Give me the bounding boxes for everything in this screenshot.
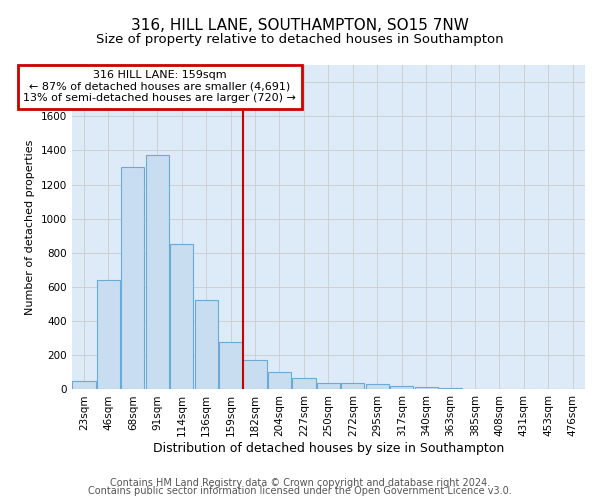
- Bar: [194, 300, 218, 390]
- Text: 316, HILL LANE, SOUTHAMPTON, SO15 7NW: 316, HILL LANE, SOUTHAMPTON, SO15 7NW: [131, 18, 469, 32]
- Bar: [390, 386, 413, 390]
- Text: 316 HILL LANE: 159sqm
← 87% of detached houses are smaller (4,691)
13% of semi-d: 316 HILL LANE: 159sqm ← 87% of detached …: [23, 70, 296, 103]
- Bar: [268, 372, 291, 390]
- Bar: [219, 342, 242, 390]
- Bar: [341, 383, 364, 390]
- Bar: [244, 360, 266, 390]
- X-axis label: Distribution of detached houses by size in Southampton: Distribution of detached houses by size …: [153, 442, 504, 455]
- Text: Size of property relative to detached houses in Southampton: Size of property relative to detached ho…: [96, 32, 504, 46]
- Text: Contains public sector information licensed under the Open Government Licence v3: Contains public sector information licen…: [88, 486, 512, 496]
- Bar: [463, 388, 487, 390]
- Bar: [146, 154, 169, 390]
- Bar: [415, 388, 438, 390]
- Bar: [488, 389, 511, 390]
- Text: Contains HM Land Registry data © Crown copyright and database right 2024.: Contains HM Land Registry data © Crown c…: [110, 478, 490, 488]
- Bar: [317, 382, 340, 390]
- Bar: [73, 381, 95, 390]
- Bar: [439, 388, 462, 390]
- Bar: [170, 244, 193, 390]
- Bar: [121, 166, 145, 390]
- Bar: [97, 280, 120, 390]
- Y-axis label: Number of detached properties: Number of detached properties: [25, 140, 35, 315]
- Bar: [365, 384, 389, 390]
- Bar: [292, 378, 316, 390]
